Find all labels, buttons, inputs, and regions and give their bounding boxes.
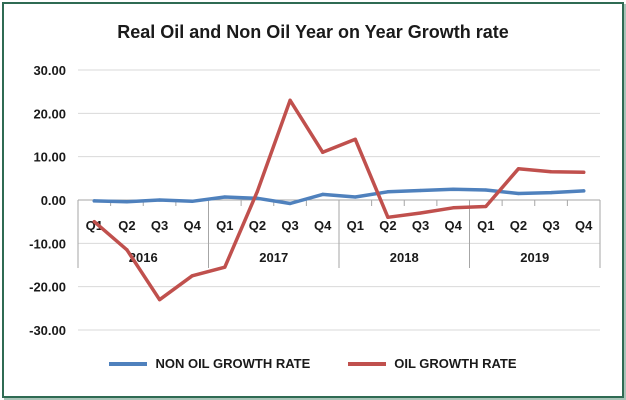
x-tick-label-5: Q2 — [249, 218, 266, 233]
x-tick-label-13: Q2 — [510, 218, 527, 233]
y-tick-label-0: 30.00 — [33, 63, 66, 78]
legend-item-oil: OIL GROWTH RATE — [348, 356, 517, 371]
series-0-point-13 — [516, 191, 521, 196]
series-line-1 — [92, 98, 586, 302]
chart-title: Real Oil and Non Oil Year on Year Growth… — [117, 22, 509, 42]
legend: NON OIL GROWTH RATE OIL GROWTH RATE — [0, 356, 626, 371]
series-0-point-9 — [386, 190, 390, 194]
y-tick-label-5: -20.00 — [29, 280, 66, 295]
legend-item-non-oil: NON OIL GROWTH RATE — [109, 356, 310, 371]
year-label-3: 2019 — [520, 250, 549, 265]
x-tick-label-3: Q4 — [184, 218, 202, 233]
x-tick-label-11: Q4 — [445, 218, 463, 233]
x-tick-label-8: Q1 — [347, 218, 364, 233]
series-1-point-4 — [223, 265, 227, 269]
year-label-1: 2017 — [259, 250, 288, 265]
x-tick-label-6: Q3 — [281, 218, 298, 233]
series-1-point-12 — [484, 204, 488, 209]
series-1-point-9 — [386, 215, 390, 219]
series-line-0 — [92, 187, 586, 206]
series-1-point-14 — [549, 170, 553, 174]
y-tick-label-6: -30.00 — [29, 323, 66, 338]
series-0-point-4 — [223, 195, 227, 199]
x-tick-label-4: Q1 — [216, 218, 233, 233]
x-tick-label-15: Q4 — [575, 218, 593, 233]
y-tick-label-3: 0.00 — [41, 193, 66, 208]
series-1-point-1 — [125, 248, 129, 252]
series-0-point-14 — [549, 191, 553, 195]
series-1-point-2 — [157, 298, 162, 302]
series-1-point-10 — [418, 211, 423, 215]
series-1-point-11 — [451, 206, 455, 210]
x-tick-label-7: Q4 — [314, 218, 332, 233]
y-tick-label-4: -10.00 — [29, 236, 66, 251]
series-0-point-11 — [451, 187, 455, 191]
x-tick-label-0: Q1 — [86, 218, 103, 233]
x-tick-label-2: Q3 — [151, 218, 168, 233]
legend-label-non-oil: NON OIL GROWTH RATE — [155, 356, 311, 371]
legend-swatch-oil — [348, 361, 387, 366]
series-0-point-0 — [92, 199, 96, 203]
series-0-point-15 — [582, 189, 586, 193]
x-tick-label-14: Q3 — [542, 218, 559, 233]
legend-swatch-non-oil — [109, 361, 148, 366]
x-tick-label-10: Q3 — [412, 218, 429, 233]
series-0-point-6 — [288, 201, 292, 206]
x-tick-label-1: Q2 — [118, 218, 135, 233]
y-tick-label-1: 20.00 — [33, 106, 66, 121]
year-label-2: 2018 — [390, 250, 419, 265]
series-0-point-3 — [190, 199, 194, 203]
series-0-point-8 — [353, 195, 357, 199]
series-0-point-10 — [418, 188, 423, 193]
series-0-point-12 — [484, 188, 488, 192]
series-1-point-0 — [92, 220, 96, 224]
y-tick-label-2: 10.00 — [33, 150, 66, 165]
x-tick-label-9: Q2 — [379, 218, 396, 233]
series-1-point-5 — [255, 189, 260, 193]
series-1-point-13 — [516, 167, 521, 171]
legend-label-oil: OIL GROWTH RATE — [394, 356, 517, 371]
x-tick-label-12: Q1 — [477, 218, 494, 233]
series-1-point-7 — [321, 150, 325, 154]
series-1-point-15 — [582, 170, 586, 174]
series-0-point-1 — [125, 200, 129, 204]
series-1-point-3 — [190, 274, 194, 278]
series-1-point-8 — [353, 137, 357, 141]
series-0-point-7 — [321, 192, 325, 196]
series-0-point-2 — [157, 198, 162, 202]
series-1-point-6 — [288, 98, 292, 102]
